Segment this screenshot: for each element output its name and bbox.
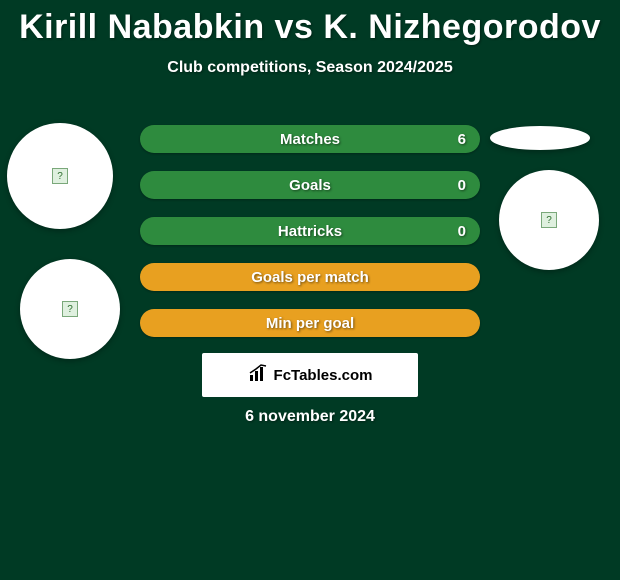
- logo-chart-icon: [248, 363, 268, 388]
- stat-bar-value: 0: [458, 177, 466, 194]
- stat-bar-value: 0: [458, 223, 466, 240]
- stat-bar-label: Goals per match: [251, 269, 369, 286]
- image-placeholder-icon: ?: [62, 301, 78, 317]
- stat-bar-label: Hattricks: [278, 223, 342, 240]
- stat-bar-label: Matches: [280, 131, 340, 148]
- ellipse-shape: [490, 126, 590, 150]
- page-subtitle: Club competitions, Season 2024/2025: [0, 59, 620, 77]
- image-placeholder-icon: ?: [541, 212, 557, 228]
- stat-bar-label: Goals: [289, 177, 331, 194]
- image-placeholder-icon: ?: [52, 168, 68, 184]
- logo-text: FcTables.com: [274, 367, 373, 384]
- footer-date: 6 november 2024: [0, 408, 620, 426]
- stat-bar-label: Min per goal: [266, 315, 354, 332]
- page-title: Kirill Nababkin vs K. Nizhegorodov: [0, 0, 620, 47]
- stat-bar-value: 6: [458, 131, 466, 148]
- logo-box: FcTables.com: [202, 353, 418, 397]
- stat-bar: Goals 0: [140, 171, 480, 199]
- avatar-circle: ?: [7, 123, 113, 229]
- stat-bar: Min per goal: [140, 309, 480, 337]
- stat-bars: Matches 6 Goals 0 Hattricks 0 Goals per match M…: [140, 125, 480, 355]
- stat-bar: Goals per match: [140, 263, 480, 291]
- avatar-circle: ?: [20, 259, 120, 359]
- stat-bar: Matches 6: [140, 125, 480, 153]
- stat-bar: Hattricks 0: [140, 217, 480, 245]
- avatar-circle: ?: [499, 170, 599, 270]
